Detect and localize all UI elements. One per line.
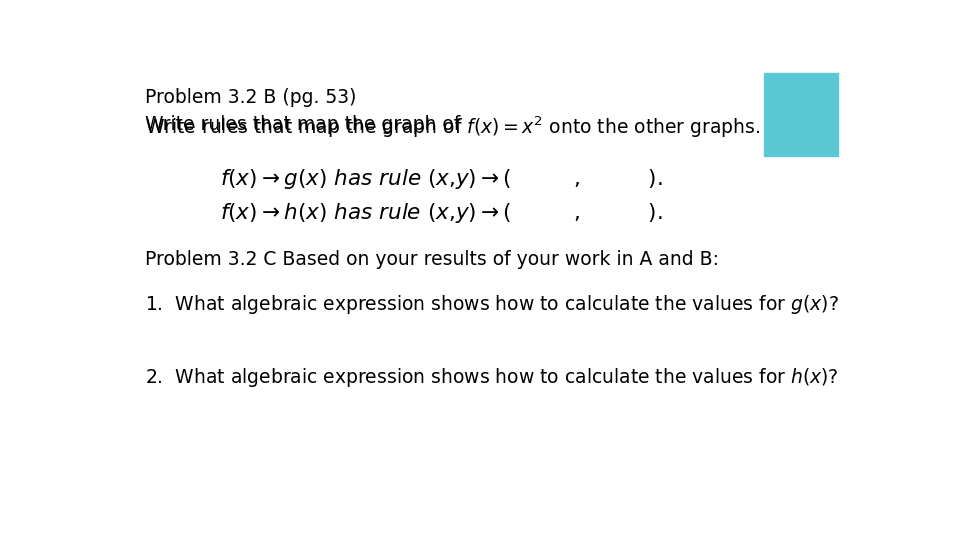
Text: Write rules that map the graph of $f(x) = x^2$ onto the other graphs.: Write rules that map the graph of $f(x) … xyxy=(145,114,759,140)
Text: Problem 3.2 B (pg. 53): Problem 3.2 B (pg. 53) xyxy=(145,87,356,107)
Text: $f(x) \to h(x) \ \mathit{has\ rule} \ (x{,}y) \to ( \qquad\quad , \qquad\quad ).: $f(x) \to h(x) \ \mathit{has\ rule} \ (x… xyxy=(221,201,663,225)
Text: $f(x) \to g(x) \ \mathit{has\ rule} \ (x{,}y) \to ( \qquad\quad , \qquad\quad ).: $f(x) \to g(x) \ \mathit{has\ rule} \ (x… xyxy=(221,167,663,191)
Text: 2.  What algebraic expression shows how to calculate the values for $\mathbf{\ma: 2. What algebraic expression shows how t… xyxy=(145,366,838,389)
Text: Problem 3.2 C Based on your results of your work in A and B:: Problem 3.2 C Based on your results of y… xyxy=(145,250,718,269)
Text: Write rules that map the graph of: Write rules that map the graph of xyxy=(145,114,466,134)
Text: 1.  What algebraic expression shows how to calculate the values for $\mathbf{\ma: 1. What algebraic expression shows how t… xyxy=(145,294,838,316)
Bar xyxy=(763,73,838,156)
